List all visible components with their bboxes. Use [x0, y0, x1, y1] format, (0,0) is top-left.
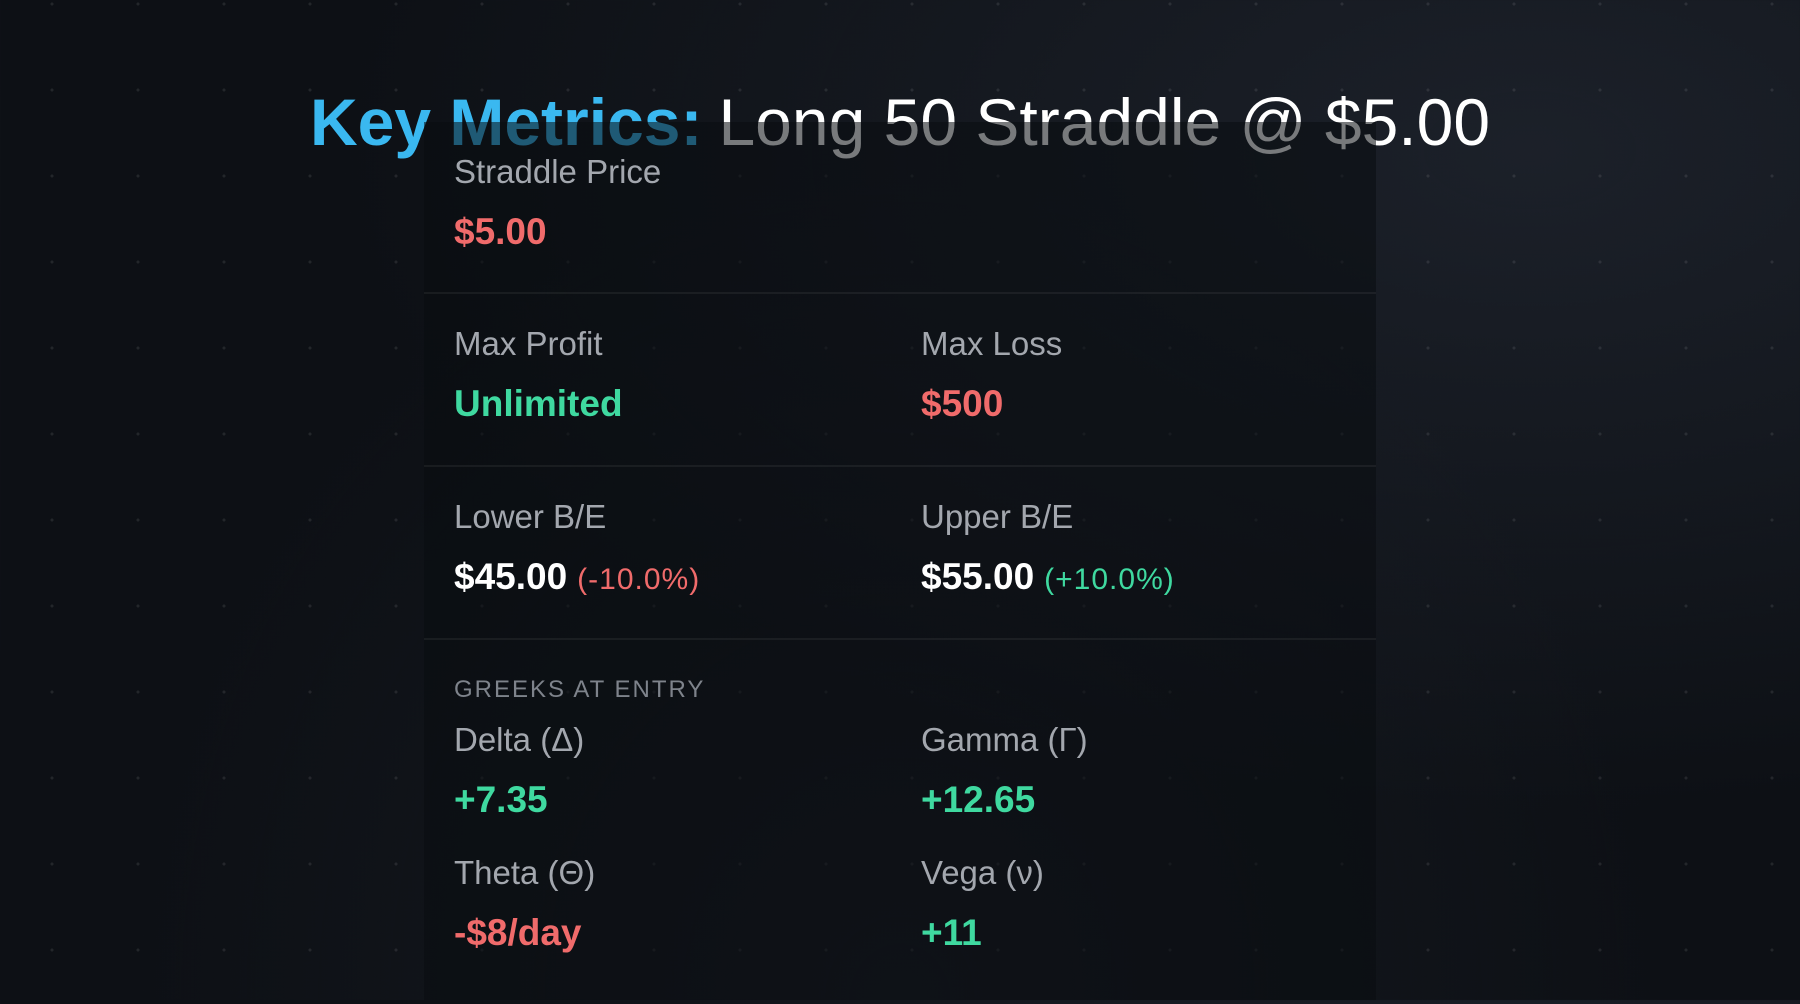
upper-breakeven-label: Upper B/E — [921, 498, 1074, 535]
max-loss-metric: Max Loss $500 — [921, 324, 1341, 426]
lower-breakeven-row: $45.00 (-10.0%) — [454, 555, 874, 602]
straddle-price-label: Straddle Price — [454, 153, 662, 190]
max-profit-value: Unlimited — [454, 383, 623, 424]
gamma-label: Gamma (Γ) — [921, 721, 1088, 758]
breakeven-section: Lower B/E $45.00 (-10.0%) Upper B/E $55.0… — [424, 467, 1376, 640]
lower-breakeven-change: (-10.0%) — [577, 563, 701, 596]
vega-metric: Vega (ν) +11 — [921, 853, 1341, 955]
greeks-section: GREEKS AT ENTRY Delta (Δ) +7.35 Gamma (Γ… — [424, 640, 1376, 1004]
gamma-value: +12.65 — [921, 779, 1036, 820]
max-loss-label: Max Loss — [921, 325, 1063, 362]
max-profit-label: Max Profit — [454, 325, 603, 362]
delta-value: +7.35 — [454, 779, 548, 820]
theta-label: Theta (Θ) — [454, 854, 596, 891]
lower-breakeven-label: Lower B/E — [454, 498, 607, 535]
theta-metric: Theta (Θ) -$8/day — [454, 853, 874, 955]
upper-breakeven-value: $55.00 — [921, 556, 1035, 597]
greeks-heading: GREEKS AT ENTRY — [454, 676, 706, 703]
straddle-price-value: $5.00 — [454, 211, 547, 252]
delta-label: Delta (Δ) — [454, 721, 585, 758]
upper-breakeven-change: (+10.0%) — [1044, 563, 1175, 596]
profit-loss-section: Max Profit Unlimited Max Loss $500 — [424, 294, 1376, 467]
upper-breakeven-row: $55.00 (+10.0%) — [921, 555, 1341, 602]
lower-breakeven-value: $45.00 — [454, 556, 568, 597]
straddle-price-metric: Straddle Price $5.00 — [454, 152, 874, 254]
vega-label: Vega (ν) — [921, 854, 1044, 891]
gamma-metric: Gamma (Γ) +12.65 — [921, 720, 1341, 822]
max-profit-metric: Max Profit Unlimited — [454, 324, 874, 426]
delta-metric: Delta (Δ) +7.35 — [454, 720, 874, 822]
theta-value: -$8/day — [454, 912, 582, 953]
straddle-price-section: Straddle Price $5.00 — [424, 122, 1376, 294]
upper-breakeven-metric: Upper B/E $55.00 (+10.0%) — [921, 497, 1341, 602]
metrics-card: Straddle Price $5.00 Max Profit Unlimite… — [424, 122, 1376, 1000]
vega-value: +11 — [921, 912, 982, 953]
lower-breakeven-metric: Lower B/E $45.00 (-10.0%) — [454, 497, 874, 602]
max-loss-value: $500 — [921, 383, 1004, 424]
